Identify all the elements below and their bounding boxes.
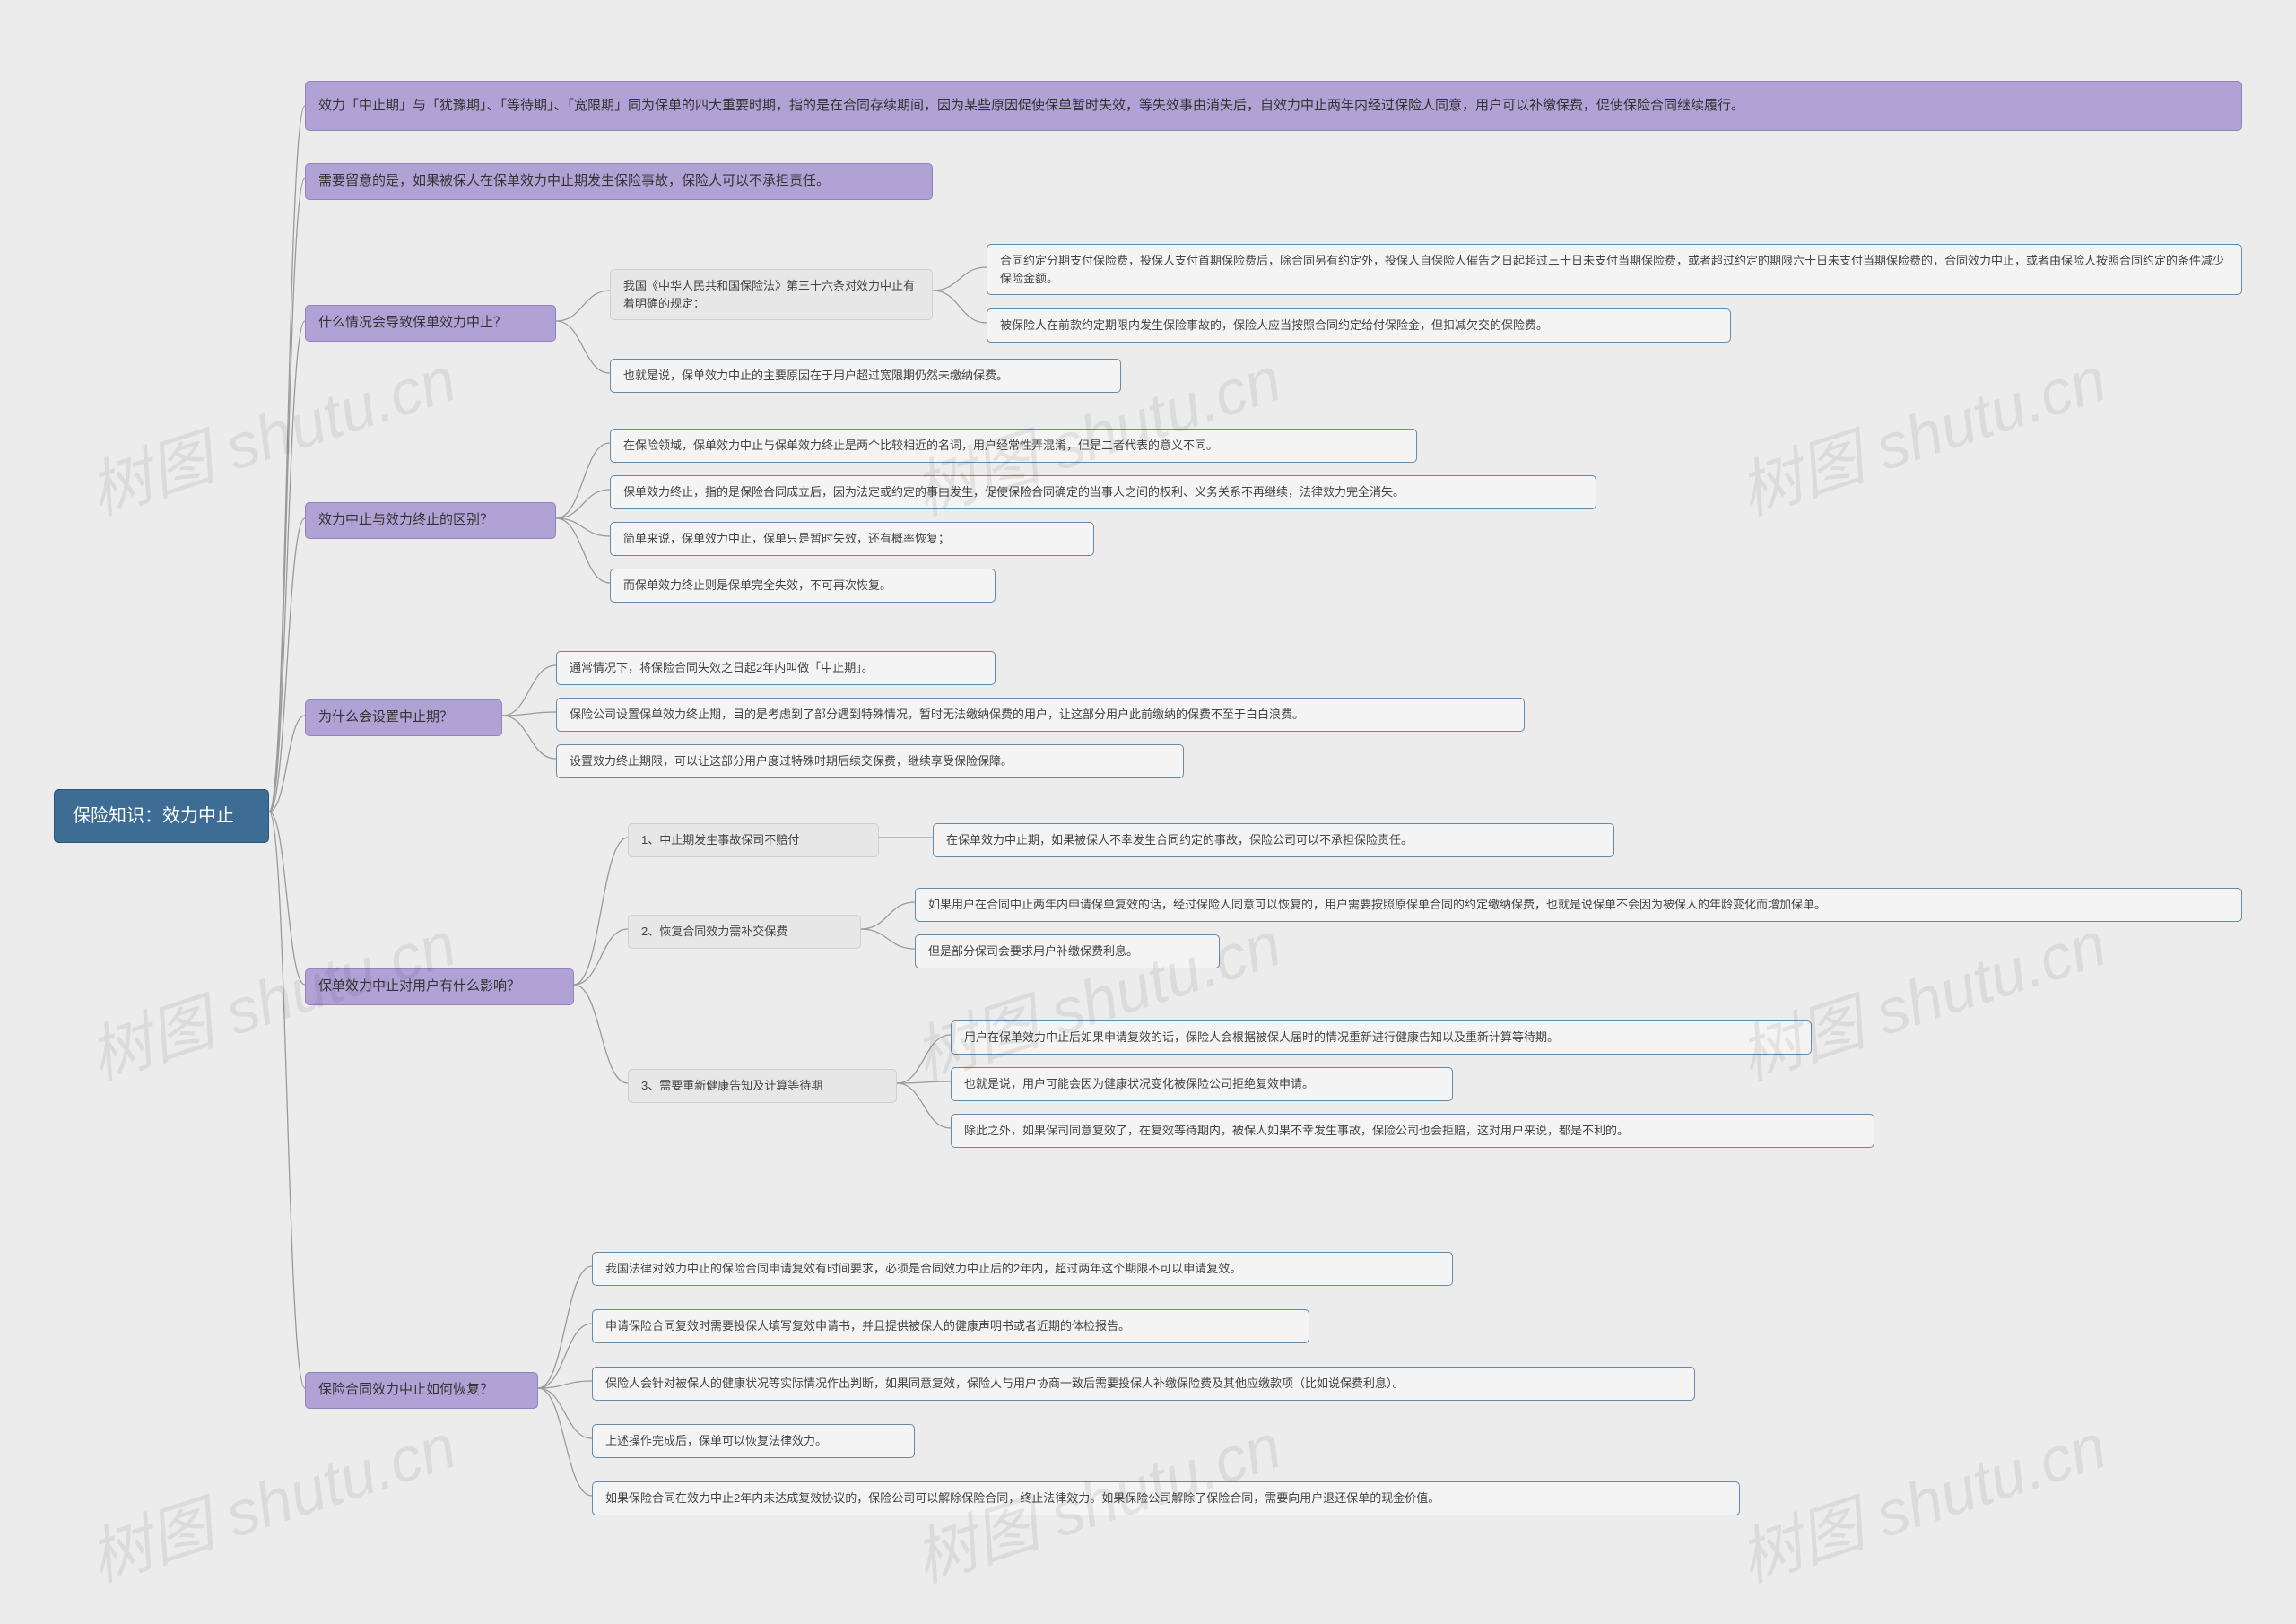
node-b4c2a: 如果用户在合同中止两年内申请保单复效的话，经过保险人同意可以恢复的，用户需要按照… bbox=[915, 888, 2242, 922]
edge-b1c1-b1c1a bbox=[933, 267, 987, 291]
edge-root-b5 bbox=[269, 812, 305, 1388]
edge-b2-b2c4 bbox=[556, 518, 610, 583]
node-b5c4: 上述操作完成后，保单可以恢复法律效力。 bbox=[592, 1424, 915, 1458]
node-b5c1: 我国法律对效力中止的保险合同申请复效有时间要求，必须是合同效力中止后的2年内，超… bbox=[592, 1252, 1453, 1286]
edge-b1c1-b1c1b bbox=[933, 291, 987, 323]
node-intro2: 需要留意的是，如果被保人在保单效力中止期发生保险事故，保险人可以不承担责任。 bbox=[305, 163, 933, 200]
edge-b2-b2c2 bbox=[556, 490, 610, 518]
node-b2c1: 在保险领域，保单效力中止与保单效力终止是两个比较相近的名词，用户经常性弄混淆，但… bbox=[610, 429, 1417, 463]
edge-b3-b3c2 bbox=[502, 712, 556, 716]
node-b4c3: 3、需要重新健康告知及计算等待期 bbox=[628, 1069, 897, 1103]
node-b5: 保险合同效力中止如何恢复？ bbox=[305, 1372, 538, 1409]
edge-b4-b4c1 bbox=[574, 838, 628, 985]
node-b4c2: 2、恢复合同效力需补交保费 bbox=[628, 915, 861, 949]
node-b1c2: 也就是说，保单效力中止的主要原因在于用户超过宽限期仍然未缴纳保费。 bbox=[610, 359, 1121, 393]
edge-b4c3-b4c3a bbox=[897, 1035, 951, 1083]
node-b5c2: 申请保险合同复效时需要投保人填写复效申请书，并且提供被保人的健康声明书或者近期的… bbox=[592, 1309, 1309, 1343]
edge-b4c3-b4c3c bbox=[897, 1083, 951, 1128]
node-b4c3a: 用户在保单效力中止后如果申请复效的话，保险人会根据被保人届时的情况重新进行健康告… bbox=[951, 1020, 1812, 1055]
node-b2c4: 而保单效力终止则是保单完全失效，不可再次恢复。 bbox=[610, 569, 996, 603]
edge-b5-b5c1 bbox=[538, 1266, 592, 1388]
node-b2c3: 简单来说，保单效力中止，保单只是暂时失效，还有概率恢复； bbox=[610, 522, 1094, 556]
edge-root-intro2 bbox=[269, 178, 305, 812]
node-b4c2b: 但是部分保司会要求用户补缴保费利息。 bbox=[915, 934, 1220, 968]
edge-b4c2-b4c2b bbox=[861, 929, 915, 949]
node-b1c1: 我国《中华人民共和国保险法》第三十六条对效力中止有着明确的规定： bbox=[610, 269, 933, 320]
edge-b4c3-b4c3b bbox=[897, 1081, 951, 1083]
node-intro1: 效力「中止期」与「犹豫期」、「等待期」、「宽限期」同为保单的四大重要时期，指的是… bbox=[305, 81, 2242, 131]
edge-b4c2-b4c2a bbox=[861, 902, 915, 929]
edge-root-b4 bbox=[269, 812, 305, 985]
watermark: 树图 shutu.cn bbox=[76, 1396, 466, 1600]
node-root: 保险知识：效力中止 bbox=[54, 789, 269, 843]
node-b5c5: 如果保险合同在效力中止2年内未达成复效协议的，保险公司可以解除保险合同，终止法律… bbox=[592, 1481, 1740, 1515]
edge-b1-b1c2 bbox=[556, 321, 610, 373]
node-b1c1a: 合同约定分期支付保险费，投保人支付首期保险费后，除合同另有约定外，投保人自保险人… bbox=[987, 244, 2242, 295]
node-b2c2: 保单效力终止，指的是保险合同成立后，因为法定或约定的事由发生，促使保险合同确定的… bbox=[610, 475, 1596, 509]
watermark: 树图 shutu.cn bbox=[1726, 329, 2117, 533]
node-b4c3b: 也就是说，用户可能会因为健康状况变化被保险公司拒绝复效申请。 bbox=[951, 1067, 1453, 1101]
edge-root-b1 bbox=[269, 321, 305, 812]
watermark: 树图 shutu.cn bbox=[1726, 1396, 2117, 1600]
node-b1: 什么情况会导致保单效力中止？ bbox=[305, 305, 556, 342]
node-b3c1: 通常情况下，将保险合同失效之日起2年内叫做「中止期」。 bbox=[556, 651, 996, 685]
edge-b4-b4c2 bbox=[574, 929, 628, 985]
node-b1c1b: 被保险人在前款约定期限内发生保险事故的，保险人应当按照合同约定给付保险金，但扣减… bbox=[987, 308, 1731, 343]
node-b2: 效力中止与效力终止的区别？ bbox=[305, 502, 556, 539]
node-b4c1: 1、中止期发生事故保司不赔付 bbox=[628, 823, 879, 857]
edge-b5-b5c5 bbox=[538, 1388, 592, 1496]
edge-b5-b5c4 bbox=[538, 1388, 592, 1438]
node-b5c3: 保险人会针对被保人的健康状况等实际情况作出判断，如果同意复效，保险人与用户协商一… bbox=[592, 1367, 1695, 1401]
edge-root-b3 bbox=[269, 716, 305, 812]
edge-b5-b5c2 bbox=[538, 1324, 592, 1388]
edge-root-b2 bbox=[269, 518, 305, 812]
edge-b4-b4c3 bbox=[574, 985, 628, 1083]
node-b4c3c: 除此之外，如果保司同意复效了，在复效等待期内，被保人如果不幸发生事故，保险公司也… bbox=[951, 1114, 1874, 1148]
node-b3c2: 保险公司设置保单效力终止期，目的是考虑到了部分遇到特殊情况，暂时无法缴纳保费的用… bbox=[556, 698, 1525, 732]
watermark: 树图 shutu.cn bbox=[1726, 894, 2117, 1098]
edge-b3-b3c1 bbox=[502, 665, 556, 716]
node-b4c1a: 在保单效力中止期，如果被保人不幸发生合同约定的事故，保险公司可以不承担保险责任。 bbox=[933, 823, 1614, 857]
edge-root-intro1 bbox=[269, 106, 305, 812]
node-b3c3: 设置效力终止期限，可以让这部分用户度过特殊时期后续交保费，继续享受保险保障。 bbox=[556, 744, 1184, 778]
node-b3: 为什么会设置中止期？ bbox=[305, 699, 502, 736]
edge-b2-b2c3 bbox=[556, 518, 610, 536]
edge-b3-b3c3 bbox=[502, 716, 556, 759]
edge-b2-b2c1 bbox=[556, 443, 610, 518]
edge-b5-b5c3 bbox=[538, 1381, 592, 1388]
edge-b1-b1c1 bbox=[556, 291, 610, 321]
node-b4: 保单效力中止对用户有什么影响？ bbox=[305, 968, 574, 1005]
